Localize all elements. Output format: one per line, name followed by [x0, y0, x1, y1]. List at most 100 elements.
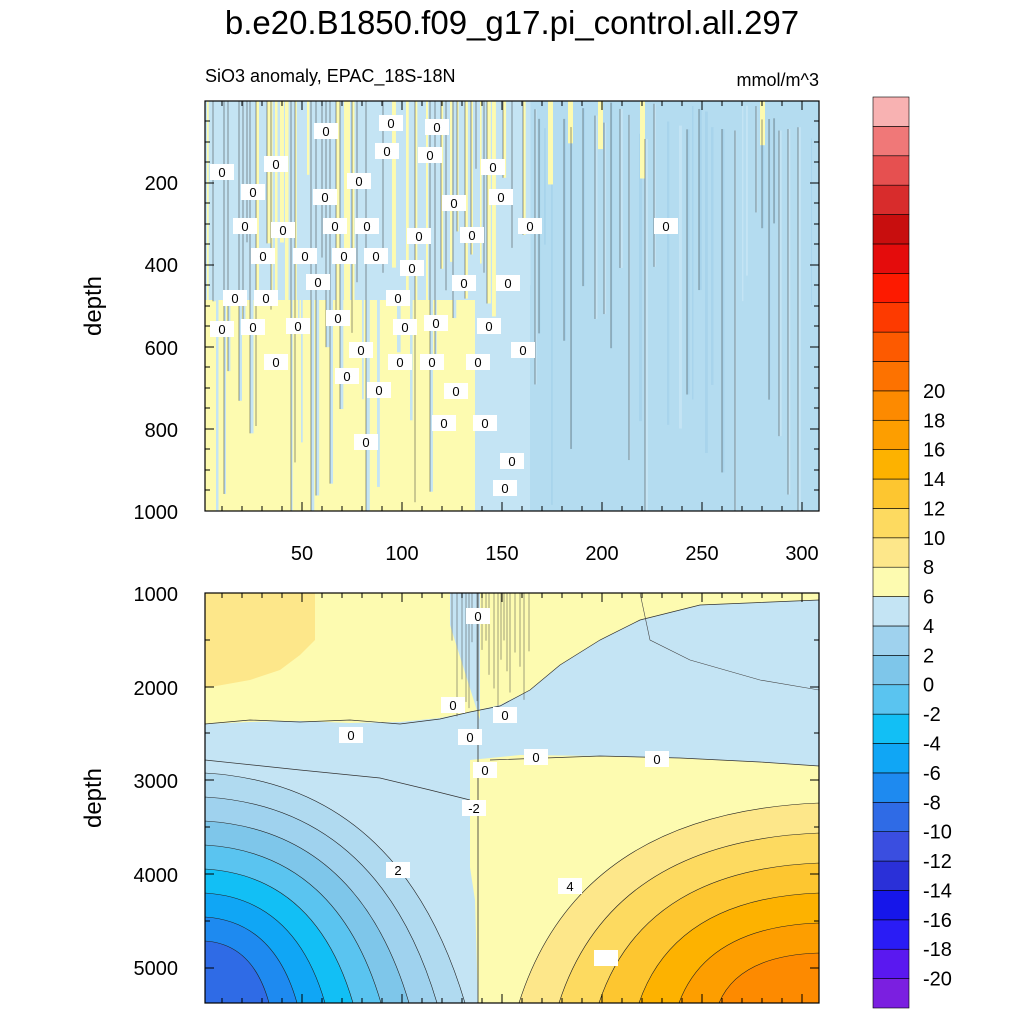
svg-text:0: 0: [372, 249, 379, 264]
contour-label: 0: [432, 415, 456, 431]
stripe: [746, 105, 748, 276]
stripe: [330, 101, 334, 484]
svg-text:0: 0: [294, 319, 301, 334]
stripe: [811, 138, 813, 305]
stripe: [503, 101, 507, 178]
colorbar-swatch: [872, 772, 910, 803]
top-panel-units: mmol/m^3: [737, 70, 819, 90]
svg-text:0: 0: [481, 416, 488, 431]
stripe: [344, 101, 348, 384]
bottom-y-tick-label: 3000: [134, 771, 179, 793]
colorbar-label: 18: [923, 410, 945, 432]
contour-label: 0: [354, 434, 378, 450]
svg-text:0: 0: [387, 116, 394, 131]
stripe: [497, 101, 500, 266]
svg-text:0: 0: [343, 369, 350, 384]
colorbar-swatch: [872, 919, 910, 950]
contour-label: 0: [388, 354, 412, 370]
stripe: [322, 101, 326, 258]
contour-label: 0: [407, 228, 431, 244]
stripe: [611, 102, 613, 349]
stripe: [426, 101, 429, 509]
top-x-tick-label: 100: [385, 543, 418, 565]
stripe: [397, 101, 401, 353]
svg-text:0: 0: [355, 174, 362, 189]
svg-text:0: 0: [415, 229, 422, 244]
contour-label: 0: [223, 290, 247, 306]
contour-label: 0: [375, 143, 399, 159]
stripe: [544, 128, 546, 245]
svg-text:0: 0: [662, 219, 669, 234]
contour-label: 0: [441, 697, 465, 713]
stripe: [551, 110, 553, 505]
svg-text:2: 2: [394, 863, 401, 878]
colorbar-labels: -20-18-16-14-12-10-8-6-4-202468101214161…: [923, 381, 952, 991]
colorbar-label: -14: [923, 880, 952, 902]
stripe: [711, 127, 714, 385]
svg-text:0: 0: [519, 343, 526, 358]
svg-text:0: 0: [375, 383, 382, 398]
top-x-tick-labels: 50 100 150 200 250 300: [291, 543, 819, 565]
contour-label: 0: [424, 315, 448, 331]
stripe: [271, 101, 273, 310]
stripe: [639, 133, 642, 422]
stripe: [471, 101, 473, 255]
contour-label: 0: [500, 453, 524, 469]
stripe: [760, 101, 765, 146]
contour-label: 0: [210, 164, 234, 180]
svg-text:0: 0: [272, 355, 279, 370]
stripe: [564, 118, 566, 341]
contour-label: 0: [241, 184, 265, 200]
stripe: [519, 101, 521, 212]
stripe: [301, 101, 303, 443]
colorbar-swatch: [872, 801, 910, 832]
stripe: [571, 127, 573, 449]
colorbar-swatch: [872, 860, 910, 891]
stripe: [383, 101, 386, 273]
stripe: [742, 104, 744, 302]
stripe: [468, 101, 471, 181]
stripe: [267, 101, 271, 244]
colorbar-swatch: [872, 331, 910, 362]
stripe: [480, 101, 482, 264]
svg-text:0: 0: [468, 228, 475, 243]
svg-text:0: 0: [340, 249, 347, 264]
colorbar-label: -16: [923, 910, 952, 932]
colorbar-label: -12: [923, 851, 952, 873]
colorbar-swatch: [872, 478, 910, 509]
colorbar-swatch: [872, 449, 910, 480]
svg-text:0: 0: [218, 322, 225, 337]
contour-label: 0: [489, 189, 513, 205]
colorbar-swatch: [872, 96, 910, 127]
colorbar-swatch: [872, 625, 910, 656]
stripe: [362, 101, 364, 400]
top-plot-area: [205, 101, 819, 511]
colorbar-label: -20: [923, 969, 952, 991]
contour-label: 0: [477, 318, 501, 334]
stripe: [535, 109, 537, 385]
svg-text:0: 0: [262, 291, 269, 306]
contour-label: 0: [466, 608, 490, 624]
colorbar-swatch: [872, 508, 910, 539]
contour-label: 0: [511, 342, 535, 358]
bottom-plot-frame: [204, 592, 820, 1004]
contour-label: 0: [645, 751, 669, 767]
stripe: [476, 101, 480, 169]
svg-text:0: 0: [433, 120, 440, 135]
contour-label: 0: [481, 159, 505, 175]
colorbar-label: 12: [923, 498, 945, 520]
contour-label: 0: [400, 260, 424, 276]
stripe: [291, 101, 293, 511]
stripe: [705, 111, 708, 453]
contour-label: 0: [335, 368, 359, 384]
svg-text:0: 0: [481, 763, 488, 778]
colorbar-swatch: [872, 596, 910, 627]
svg-text:0: 0: [321, 190, 328, 205]
svg-text:0: 0: [432, 316, 439, 331]
contour-label: 0: [364, 248, 388, 264]
colorbar-swatch: [872, 302, 910, 333]
colorbar-label: -4: [923, 734, 941, 756]
contour-label: 0: [654, 218, 678, 234]
svg-text:0: 0: [394, 291, 401, 306]
top-x-tick-label: 200: [585, 543, 618, 565]
